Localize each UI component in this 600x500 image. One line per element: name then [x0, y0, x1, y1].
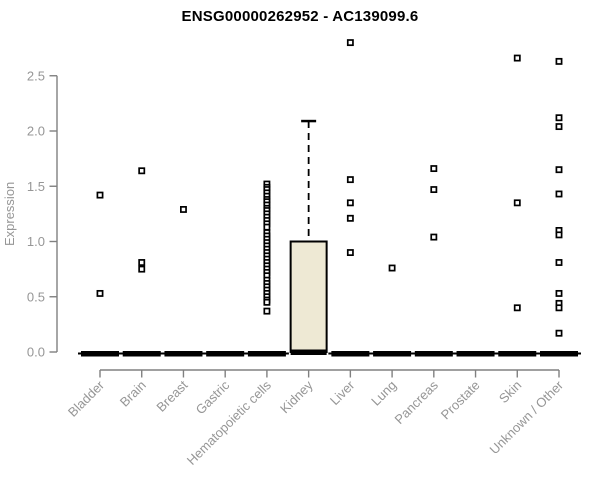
outlier-point-marker [555, 166, 563, 174]
outlier-point-marker [138, 259, 146, 266]
outlier-point-marker [555, 190, 563, 198]
box-zero-bar [206, 351, 245, 357]
box-zero-bar [81, 351, 119, 357]
x-tick-label: Kidney [277, 377, 316, 416]
x-tick-label: Bladder [65, 377, 108, 420]
outlier-point-marker [555, 259, 563, 266]
outlier-point-marker [430, 233, 438, 241]
outlier-point-marker [513, 54, 521, 62]
outlier-point-marker [96, 289, 104, 297]
y-tick-label: 2.5 [27, 68, 45, 83]
x-tick-label: Breast [153, 377, 190, 414]
outlier-point-marker [430, 186, 438, 194]
outlier-point-marker [138, 167, 146, 175]
y-tick-label: 1.5 [27, 179, 45, 194]
outlier-point-marker [346, 199, 354, 207]
outlier-point-marker [138, 265, 146, 273]
outlier-point-marker [263, 298, 271, 306]
box-zero-bar [498, 351, 537, 357]
outlier-point-marker [180, 206, 187, 213]
x-tick-label: Unknown / Other [487, 377, 567, 457]
x-tick-label: Brain [117, 378, 149, 410]
box-zero-bar [331, 351, 370, 357]
outlier-point-marker [555, 289, 563, 297]
box-zero-bar [122, 351, 161, 357]
box-zero-bar [247, 351, 286, 357]
outlier-point-marker [263, 307, 271, 315]
x-tick-label: Prostate [438, 378, 483, 423]
outlier-point-marker [555, 123, 563, 131]
outlier-point-marker [96, 191, 104, 199]
box-zero-bar [456, 351, 495, 357]
chart-title: ENSG00000262952 - AC139099.6 [181, 8, 419, 25]
outlier-point-marker [513, 304, 521, 312]
outlier-point-marker [346, 249, 354, 256]
x-tick-label: Skin [496, 378, 524, 406]
outlier-point-marker [346, 176, 354, 184]
outlier-point-marker [513, 199, 521, 207]
x-tick-label: Lung [368, 378, 399, 409]
outlier-point-marker [388, 264, 396, 272]
box-zero-bar [414, 351, 453, 357]
outlier-point-marker [430, 165, 438, 173]
x-tick-label: Liver [327, 377, 358, 408]
x-tick-label: Pancreas [391, 377, 441, 427]
x-tick-label: Gastric [193, 377, 233, 417]
y-tick-label: 1.0 [27, 234, 45, 249]
box-zero-bar [164, 351, 203, 357]
y-tick-label: 0.0 [27, 345, 45, 360]
box-body [289, 240, 328, 353]
outlier-point-marker [346, 39, 354, 47]
y-axis-title: Expression [2, 182, 17, 246]
outlier-point-marker [555, 231, 563, 239]
outlier-point-marker [263, 223, 271, 231]
outlier-point-marker [346, 214, 354, 222]
box-zero-bar [540, 351, 578, 357]
box-median-line [290, 349, 327, 355]
outlier-point-marker [555, 57, 563, 65]
outlier-point-marker [555, 114, 563, 122]
box-zero-bar [373, 351, 412, 357]
y-tick-label: 0.5 [27, 289, 45, 304]
outlier-point-marker [555, 304, 563, 312]
outlier-point-marker [555, 329, 563, 337]
y-tick-label: 2.0 [27, 124, 45, 139]
